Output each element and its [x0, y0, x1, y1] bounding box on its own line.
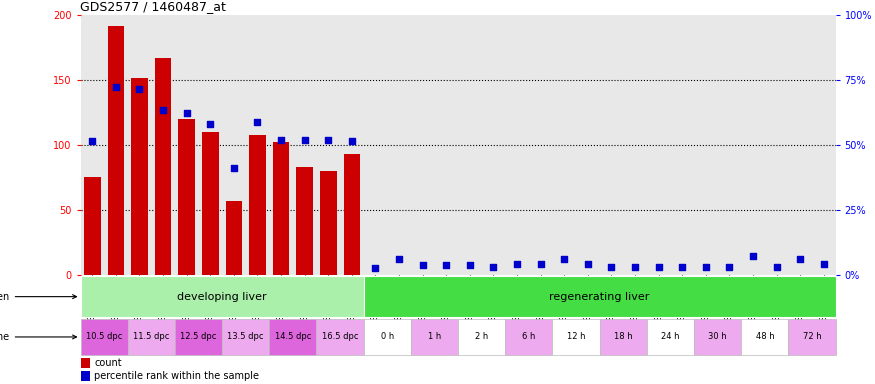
Text: 11.5 dpc: 11.5 dpc [133, 333, 170, 341]
Bar [270, 319, 317, 355]
Bar [84, 177, 101, 275]
Point [274, 137, 288, 143]
Bar [317, 319, 364, 355]
Bar [108, 26, 124, 275]
Point [392, 256, 406, 262]
Point [463, 262, 477, 268]
Point [156, 107, 170, 113]
Point [179, 109, 193, 116]
Text: count: count [94, 358, 122, 368]
Bar [364, 319, 411, 355]
Text: 14.5 dpc: 14.5 dpc [275, 333, 312, 341]
Point [581, 261, 595, 267]
Point [746, 253, 760, 260]
Bar [458, 319, 505, 355]
Point [676, 264, 690, 270]
Point [817, 261, 831, 267]
Point [203, 121, 217, 127]
Point [652, 264, 666, 270]
Bar [647, 319, 694, 355]
Text: time: time [0, 332, 76, 342]
Point [770, 264, 784, 270]
Text: 1 h: 1 h [428, 333, 441, 341]
Bar [226, 201, 242, 275]
Point [510, 261, 524, 267]
Text: 12.5 dpc: 12.5 dpc [180, 333, 217, 341]
Bar [155, 58, 172, 275]
Bar [80, 276, 364, 317]
Text: percentile rank within the sample: percentile rank within the sample [94, 371, 259, 381]
Point [439, 262, 453, 268]
Point [108, 84, 123, 90]
Point [699, 264, 713, 270]
Point [298, 137, 311, 143]
Bar [80, 371, 90, 381]
Bar [273, 142, 290, 275]
Text: 10.5 dpc: 10.5 dpc [86, 333, 122, 341]
Point [368, 265, 382, 271]
Bar [344, 154, 360, 275]
Bar [178, 119, 195, 275]
Bar [741, 319, 788, 355]
Point [723, 264, 737, 270]
Point [345, 138, 359, 144]
Point [227, 165, 241, 171]
Point [132, 86, 146, 92]
Text: 6 h: 6 h [522, 333, 536, 341]
Point [416, 262, 430, 268]
Bar [128, 319, 175, 355]
Point [534, 261, 548, 267]
Bar [131, 78, 148, 275]
Point [487, 264, 500, 270]
Point [85, 138, 99, 144]
Text: 0 h: 0 h [381, 333, 394, 341]
Text: GDS2577 / 1460487_at: GDS2577 / 1460487_at [80, 0, 227, 13]
Bar [505, 319, 552, 355]
Bar [297, 167, 313, 275]
Point [557, 256, 571, 262]
Point [250, 119, 264, 125]
Text: 48 h: 48 h [755, 333, 774, 341]
Point [605, 264, 619, 270]
Point [321, 137, 335, 143]
Text: 12 h: 12 h [567, 333, 585, 341]
Text: regenerating liver: regenerating liver [550, 291, 650, 302]
Bar [552, 319, 599, 355]
Bar [364, 276, 836, 317]
Bar [694, 319, 741, 355]
Point [628, 264, 642, 270]
Text: 72 h: 72 h [802, 333, 822, 341]
Bar [411, 319, 459, 355]
Bar [175, 319, 222, 355]
Bar [320, 171, 337, 275]
Text: specimen: specimen [0, 291, 76, 302]
Bar [202, 132, 219, 275]
Bar [599, 319, 647, 355]
Text: 18 h: 18 h [614, 333, 633, 341]
Bar [788, 319, 836, 355]
Text: 16.5 dpc: 16.5 dpc [322, 333, 359, 341]
Bar [249, 135, 266, 275]
Bar [222, 319, 270, 355]
Bar [80, 358, 90, 368]
Text: 30 h: 30 h [709, 333, 727, 341]
Point [794, 256, 808, 262]
Bar [80, 319, 128, 355]
Text: 24 h: 24 h [662, 333, 680, 341]
Text: 2 h: 2 h [475, 333, 488, 341]
Text: 13.5 dpc: 13.5 dpc [228, 333, 264, 341]
Text: developing liver: developing liver [178, 291, 267, 302]
